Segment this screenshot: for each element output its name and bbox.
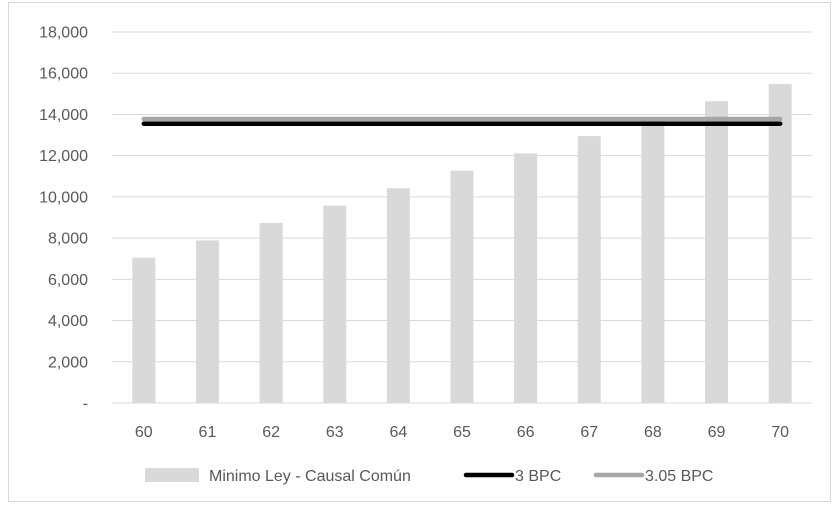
x-axis-ticks: 60 61 62 63 64 65 66 67 68 69 70 bbox=[135, 424, 789, 441]
y-tick-label: 4,000 bbox=[48, 313, 88, 330]
y-tick-label: 6,000 bbox=[48, 272, 88, 289]
y-tick-label: 12,000 bbox=[39, 148, 88, 165]
chart-frame bbox=[8, 2, 831, 502]
legend-label: 3 BPC bbox=[515, 468, 561, 485]
x-tick-label: 68 bbox=[644, 424, 662, 441]
bar bbox=[386, 188, 410, 403]
y-tick-label: 8,000 bbox=[48, 231, 88, 248]
legend-label: 3.05 BPC bbox=[645, 468, 713, 485]
x-tick-label: 64 bbox=[389, 424, 407, 441]
y-tick-label: 2,000 bbox=[48, 354, 88, 371]
y-tick-label: 14,000 bbox=[39, 107, 88, 124]
x-tick-label: 60 bbox=[135, 424, 153, 441]
bar bbox=[195, 240, 219, 403]
legend-label: Minimo Ley - Causal Común bbox=[209, 468, 411, 485]
x-tick-label: 61 bbox=[199, 424, 217, 441]
legend-item: 3 BPC bbox=[463, 468, 561, 485]
legend-item: 3.05 BPC bbox=[593, 468, 713, 485]
x-tick-label: 70 bbox=[771, 424, 789, 441]
x-tick-label: 63 bbox=[326, 424, 344, 441]
legend: Minimo Ley - Causal Común 3 BPC 3.05 BPC bbox=[145, 468, 713, 485]
y-tick-label: - bbox=[83, 396, 88, 413]
bar bbox=[450, 170, 474, 403]
bar bbox=[705, 101, 729, 404]
legend-item: Minimo Ley - Causal Común bbox=[145, 468, 411, 485]
x-tick-label: 65 bbox=[453, 424, 471, 441]
x-tick-label: 62 bbox=[262, 424, 280, 441]
bar bbox=[323, 205, 347, 403]
bar bbox=[259, 222, 283, 403]
legend-swatch bbox=[145, 468, 199, 482]
x-tick-label: 67 bbox=[580, 424, 598, 441]
grid-layer bbox=[112, 31, 812, 404]
bar bbox=[577, 136, 601, 403]
y-tick-label: 18,000 bbox=[39, 25, 88, 42]
bar bbox=[641, 118, 665, 404]
y-tick-label: 10,000 bbox=[39, 189, 88, 206]
bar bbox=[768, 83, 792, 403]
bar bbox=[132, 257, 156, 403]
x-tick-label: 69 bbox=[708, 424, 726, 441]
y-tick-label: 16,000 bbox=[39, 66, 88, 83]
bar bbox=[514, 153, 538, 403]
bar-layer bbox=[132, 83, 792, 404]
x-tick-label: 66 bbox=[517, 424, 535, 441]
line-layer bbox=[141, 116, 783, 126]
y-axis-ticks: - 2,000 4,000 6,000 8,000 10,000 12,000 14,000 1… bbox=[39, 25, 88, 413]
